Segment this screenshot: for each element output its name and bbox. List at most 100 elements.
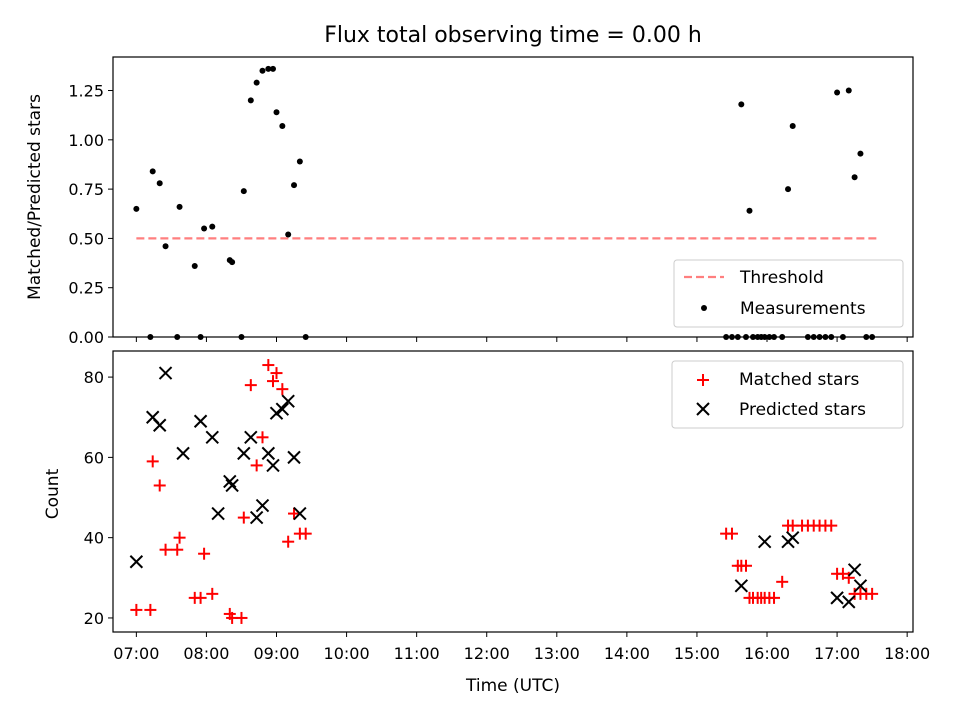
matched-star-point [282,535,295,548]
bottom-legend-box [671,360,904,429]
predicted-star-point [842,595,856,609]
matched-star-point [776,575,789,588]
predicted-star-point [158,366,173,380]
predicted-star-point [281,394,295,408]
top-y-tick-label: 0.00 [68,328,104,347]
top-legend-box [673,259,904,328]
predicted-star-point [255,498,270,513]
matched-star-point [144,603,157,616]
predicted-star-point [244,430,258,445]
matched-star-point [262,359,275,372]
legend-predicted-swatch [696,402,710,416]
matched-star-point [198,547,211,560]
predicted-star-point [205,430,219,445]
measurement-point [285,231,292,238]
predicted-star-point [853,579,868,593]
bottom-axes-frame [112,350,914,633]
top-y-tick-label: 0.75 [68,180,104,199]
bottom-y-tick-label: 60 [84,448,104,467]
top-y-tick-label: 0.25 [68,279,104,298]
predicted-star-point [153,418,167,432]
top-y-axis: 0.00 0.25 0.50 0.75 1.00 1.25 [68,82,113,347]
measurement-point [201,225,208,232]
measurement-point [845,87,852,94]
measurement-point [209,223,216,230]
measurement-point [162,243,169,250]
measurement-point [789,123,796,130]
measurement-point [738,101,745,108]
matched-star-point [146,455,159,468]
top-legend: Threshold Measurements [673,259,904,328]
matched-star-point [159,543,172,556]
legend-measurements-label: Measurements [740,299,866,319]
predicted-star-point [223,474,237,489]
bottom-x-axis: 07:00 08:00 09:00 10:00 11:00 12:00 13:00 14:00… [113,632,930,663]
predicted-star-point [193,414,208,428]
measurement-point [156,180,163,187]
top-chart-title: Flux total observing time = 0.00 h [324,23,702,48]
measurement-point [265,65,272,72]
predicted-star-point [269,406,284,420]
matched-star-point [244,379,257,392]
predicted-star-point [249,510,264,525]
predicted-star-point [734,579,749,593]
matched-star-point [725,527,738,540]
top-y-tick-label: 1.00 [68,131,104,150]
measurement-point [851,174,858,181]
matched-star-point [842,571,855,584]
top-y-tick-label: 0.50 [68,229,104,248]
measurement-point [291,182,298,189]
measurement-point [229,259,236,266]
predicted-star-point [847,563,862,577]
bottom-x-tick-label: 12:00 [464,644,510,663]
measurement-point [247,97,254,104]
matched-star-point [866,587,879,600]
measurement-point [785,186,792,193]
predicted-star-point [261,446,276,461]
predicted-star-point [287,450,301,465]
matched-star-point [270,367,283,380]
predicted-star-point [275,402,290,416]
bottom-x-tick-label: 18:00 [884,644,930,663]
matched-star-point [739,559,752,572]
legend-predicted-label: Predicted stars [739,400,866,420]
legend-measurements-swatch [701,305,707,311]
bottom-plot-area [129,359,879,624]
bottom-y-axis-label: Count [43,468,63,519]
matched-star-point [235,611,248,624]
matched-star-point [267,375,279,388]
bottom-x-tick-label: 11:00 [394,644,440,663]
predicted-star-point [176,446,190,461]
top-plot-area [133,65,878,340]
measurement-point [253,79,260,86]
measurement-point [133,205,140,212]
top-x-axis-ticks [135,337,908,342]
matched-star-point [237,511,250,524]
bottom-x-tick-label: 07:00 [113,644,159,663]
bottom-y-tick-label: 20 [84,609,104,628]
measurement-point [273,109,280,116]
measurement-point [259,67,266,74]
bottom-x-tick-label: 08:00 [183,644,229,663]
matched-star-point [194,591,207,604]
predicted-star-point [830,591,844,605]
predicted-star-point [757,534,772,549]
bottom-x-tick-label: 15:00 [674,644,720,663]
bottom-y-tick-label: 40 [84,529,104,548]
measurement-point [176,203,183,210]
matched-star-point [206,587,219,600]
matched-star-point [276,383,289,396]
measurement-point [279,123,286,130]
bottom-x-tick-label: 14:00 [604,644,650,663]
matched-star-point [825,519,838,532]
predicted-star-point [211,506,225,521]
top-axes-frame [112,56,914,338]
measurement-point [857,150,864,157]
measurement-point [240,188,247,195]
matched-star-point [173,531,186,544]
measurement-point [149,168,156,175]
top-y-tick-label: 1.25 [68,82,104,101]
matched-star-point [171,543,184,556]
